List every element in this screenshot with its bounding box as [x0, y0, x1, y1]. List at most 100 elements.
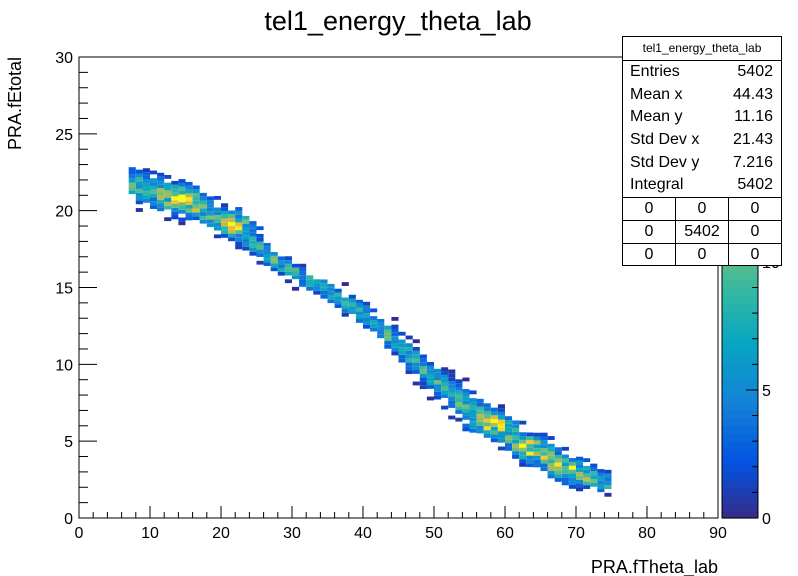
histogram-bin [370, 323, 378, 328]
histogram-bin [178, 217, 186, 222]
histogram-bin [157, 199, 165, 204]
histogram-bin [604, 477, 612, 482]
histogram-bin [426, 381, 434, 386]
histogram-bin [455, 383, 463, 387]
histogram-bin [221, 226, 229, 231]
histogram-bin [604, 473, 612, 478]
overflow-cell: 0 [623, 198, 676, 220]
histogram-bin [235, 214, 243, 219]
histogram-bin [462, 415, 470, 420]
histogram-bin [519, 439, 527, 444]
histogram-bin [142, 195, 150, 199]
histogram-bin [469, 405, 477, 410]
overflow-row: 0 0 0 [623, 198, 781, 221]
y-tick-label: 10 [55, 357, 73, 374]
histogram-bin [419, 366, 427, 370]
histogram-bin [178, 198, 186, 203]
histogram-bin [128, 171, 136, 175]
histogram-bin [150, 185, 158, 190]
x-tick-label: 20 [212, 525, 230, 542]
histogram-bin [590, 482, 598, 487]
stats-value: 44.43 [732, 85, 773, 103]
stats-label: Mean y [630, 108, 683, 126]
histogram-bin [199, 204, 207, 209]
histogram-bin [363, 324, 371, 329]
histogram-bin [206, 215, 214, 220]
histogram-bin [171, 192, 179, 197]
histogram-bin [419, 373, 427, 378]
histogram-bin [476, 402, 484, 407]
histogram-bin [405, 366, 413, 371]
histogram-bin [554, 451, 562, 455]
palette-segment [722, 425, 758, 435]
histogram-bin [398, 343, 406, 348]
histogram-bin [419, 358, 427, 363]
histogram-bin [426, 396, 434, 401]
histogram-bin [171, 211, 179, 216]
histogram-bin [497, 438, 505, 443]
histogram-bin [284, 260, 292, 264]
histogram-bin [597, 469, 605, 473]
histogram-bin [576, 479, 584, 484]
histogram-bin [213, 226, 221, 231]
histogram-bin [469, 390, 477, 395]
histogram-bin [497, 427, 505, 432]
histogram-bin [235, 218, 243, 223]
histogram-bin [590, 467, 598, 472]
histogram-bin [256, 253, 264, 257]
histogram-bin [583, 477, 591, 482]
stats-row: Std Dev y 7.216 [623, 152, 781, 175]
histogram-bin [213, 215, 221, 220]
palette-segment [722, 356, 758, 365]
histogram-bin [171, 215, 179, 220]
histogram-bin [469, 417, 477, 422]
histogram-bin [469, 409, 477, 414]
stats-row: Integral 5402 [623, 174, 781, 197]
histogram-bin [142, 179, 150, 184]
histogram-bin [327, 283, 335, 288]
histogram-bin [313, 279, 321, 284]
histogram-bin [512, 435, 520, 440]
stats-value: 5402 [737, 63, 773, 80]
palette-segment [722, 387, 758, 396]
histogram-bin [533, 451, 541, 456]
histogram-bin [235, 241, 243, 246]
histogram-bin [384, 337, 392, 342]
histogram-bin [192, 193, 200, 198]
histogram-bin [448, 400, 456, 405]
histogram-bin [441, 390, 449, 395]
histogram-bin [135, 173, 143, 178]
histogram-bin [455, 402, 463, 407]
histogram-bin [497, 411, 505, 416]
histogram-bin [171, 203, 179, 208]
histogram-bin [540, 459, 548, 464]
palette-segment [722, 264, 758, 273]
histogram-bin [256, 241, 264, 246]
histogram-bin [597, 488, 605, 493]
overflow-cell: 0 [623, 220, 676, 243]
histogram-bin [164, 194, 172, 199]
histogram-bin [483, 410, 491, 415]
histogram-bin [292, 275, 300, 280]
histogram-bin [526, 459, 534, 464]
histogram-bin [441, 378, 449, 383]
histogram-bin [426, 377, 434, 382]
histogram-bin [519, 462, 527, 467]
histogram-bin [540, 451, 548, 456]
histogram-bin [263, 254, 271, 259]
histogram-bin [583, 485, 591, 489]
histogram-bin [391, 340, 399, 344]
histogram-bin [583, 465, 591, 470]
histogram-bin [370, 327, 378, 332]
histogram-bin [412, 370, 420, 374]
histogram-bin [476, 429, 484, 434]
palette-segment [722, 410, 758, 419]
histogram-bin [242, 227, 250, 232]
histogram-bin [512, 443, 520, 448]
histogram-bin [277, 260, 285, 265]
histogram-bin [242, 246, 250, 251]
histogram-bin [292, 286, 300, 291]
histogram-bin [235, 222, 243, 227]
histogram-bin [476, 406, 484, 411]
histogram-bin [135, 185, 143, 189]
